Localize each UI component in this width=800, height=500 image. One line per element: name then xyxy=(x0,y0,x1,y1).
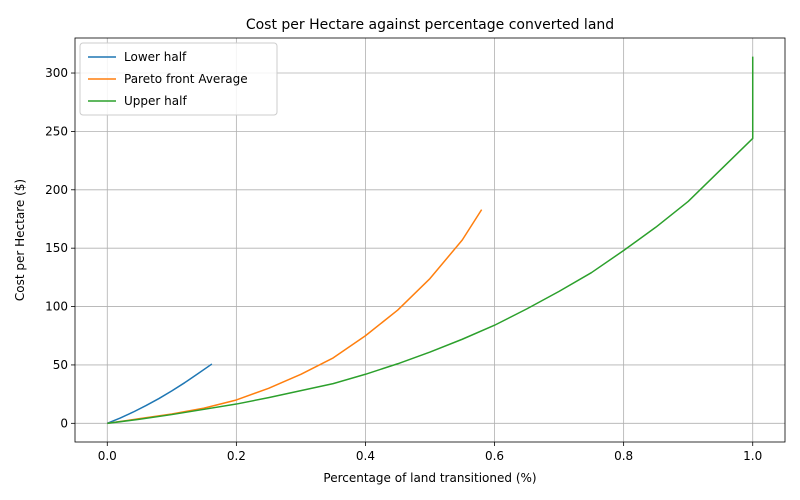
x-tick-label: 0.6 xyxy=(485,449,504,463)
y-tick-label: 150 xyxy=(45,241,68,255)
legend-label: Upper half xyxy=(124,94,187,108)
x-tick-label: 0.4 xyxy=(356,449,375,463)
series-lines xyxy=(106,56,754,425)
legend-label: Lower half xyxy=(124,50,187,64)
legend-label: Pareto front Average xyxy=(124,72,248,86)
plot-frame xyxy=(74,37,786,443)
x-axis-ticks: 0.0 0.2 0.4 0.6 0.8 1.0 xyxy=(98,442,762,463)
x-axis-label: Percentage of land transitioned (%) xyxy=(323,471,536,485)
grid xyxy=(75,38,785,442)
y-tick-label: 250 xyxy=(45,124,68,138)
x-tick-label: 0.2 xyxy=(227,449,246,463)
y-tick-label: 50 xyxy=(53,358,68,372)
x-tick-label: 0.0 xyxy=(98,449,117,463)
series-line-2 xyxy=(107,56,754,425)
legend: Lower half Pareto front Average Upper half xyxy=(79,42,278,116)
y-axis-ticks: 0 50 100 150 200 250 300 xyxy=(45,66,75,430)
y-axis-label: Cost per Hectare ($) xyxy=(13,179,27,301)
y-tick-label: 200 xyxy=(45,183,68,197)
series-line-0 xyxy=(106,363,213,425)
y-tick-label: 0 xyxy=(60,416,68,430)
y-tick-label: 100 xyxy=(45,300,68,314)
legend-box xyxy=(79,42,278,116)
x-tick-label: 1.0 xyxy=(743,449,762,463)
x-tick-label: 0.8 xyxy=(614,449,633,463)
chart-title: Cost per Hectare against percentage conv… xyxy=(246,17,614,33)
y-tick-label: 300 xyxy=(45,66,68,80)
